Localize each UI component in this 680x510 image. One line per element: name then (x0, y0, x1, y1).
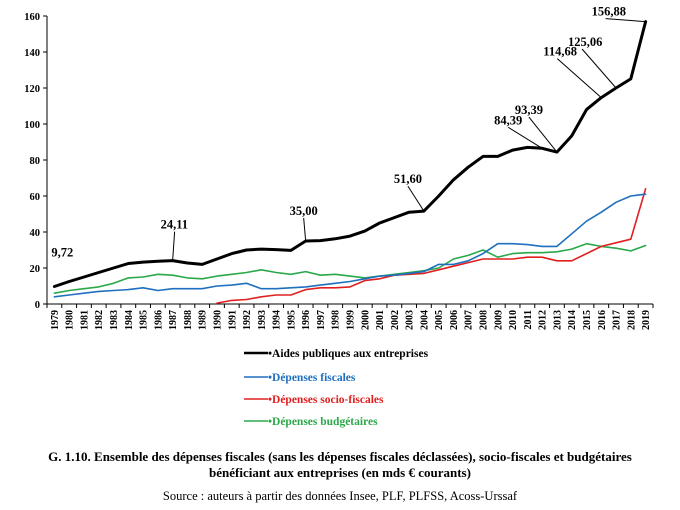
x-tick-label: 1993 (257, 310, 268, 330)
x-tick-label: 1999 (346, 310, 357, 330)
data-label: 114,68 (543, 45, 577, 59)
data-label: 35,00 (290, 204, 318, 218)
caption-line-2: bénéficiant aux entreprises (en mds € co… (209, 465, 471, 480)
x-tick-label: 1992 (242, 310, 253, 330)
x-tick-label: 2007 (464, 310, 475, 330)
y-tick-label: 160 (24, 12, 40, 23)
x-tick-label: 1985 (139, 310, 150, 330)
label-leader (172, 231, 176, 261)
label-leader (303, 217, 307, 242)
x-tick-label: 2000 (360, 310, 371, 330)
x-tick-label: 2011 (523, 310, 534, 329)
y-tick-label: 100 (24, 120, 40, 131)
legend-label: •Aides publiques aux entreprises (268, 348, 429, 360)
data-label: 24,11 (161, 218, 188, 232)
series-lines (52, 20, 648, 304)
x-tick-label: 2016 (597, 310, 608, 330)
series-line-3 (53, 242, 647, 294)
chart: 0 20 40 60 80 100 120 140 160 1979 1980 1981 1982 198… (24, 5, 654, 428)
data-label: 156,88 (592, 5, 626, 19)
label-leader (507, 126, 543, 149)
caption-line-1: G. 1.10. Ensemble des dépenses fiscales … (48, 449, 632, 464)
x-tick-label: 2019 (641, 310, 652, 330)
x-tick-label: 1995 (286, 310, 297, 330)
x-tick-label: 2003 (405, 310, 416, 330)
series-line-2 (216, 188, 647, 304)
x-tick-label: 1981 (79, 310, 90, 330)
legend: •Aides publiques aux entreprises •Dépense… (244, 348, 429, 428)
data-label: 9,72 (51, 246, 73, 260)
y-tick-label: 20 (30, 264, 41, 275)
data-label: 84,39 (494, 113, 522, 127)
legend-label: •Dépenses fiscales (268, 372, 356, 384)
label-leader (605, 18, 646, 23)
x-tick-label: 1989 (198, 310, 209, 330)
chart-caption: G. 1.10. Ensemble des dépenses fiscales … (10, 449, 670, 481)
x-tick-label: 1996 (301, 310, 312, 330)
y-tick-label: 40 (30, 228, 41, 239)
label-leader (407, 185, 425, 212)
y-tick-label: 0 (35, 300, 40, 311)
x-tick-label: 2014 (567, 310, 578, 330)
x-tick-label: 2009 (493, 310, 504, 330)
x-tick-label: 2008 (479, 310, 490, 330)
x-tick-label: 1988 (183, 310, 194, 330)
y-tick-label: 120 (24, 84, 40, 95)
data-label: 51,60 (394, 172, 422, 186)
axes: 0 20 40 60 80 100 120 140 160 1979 1980 1981 1982 198… (24, 12, 654, 330)
y-tick-label: 80 (30, 156, 41, 167)
x-tick-label: 1997 (316, 310, 327, 330)
y-tick-label: 140 (24, 48, 40, 59)
legend-label: •Dépenses budgétaires (268, 416, 378, 428)
y-tick-label: 60 (30, 192, 41, 203)
x-tick-label: 1986 (153, 310, 164, 330)
x-tick-label: 2013 (552, 310, 563, 330)
label-leader (556, 58, 602, 98)
x-tick-label: 1983 (109, 310, 120, 330)
x-tick-label: 2017 (612, 310, 623, 330)
x-tick-label: 2010 (508, 310, 519, 330)
x-tick-label: 2004 (419, 310, 430, 330)
x-tick-label: 2015 (582, 310, 593, 330)
x-tick-label: 2018 (626, 310, 637, 330)
label-leader (581, 48, 617, 89)
chart-source: Source : auteurs à partir des données In… (162, 489, 518, 503)
x-tick-label: 1991 (227, 310, 238, 330)
x-tick-label: 1980 (65, 310, 76, 330)
data-label: 93,39 (515, 103, 543, 117)
x-tick-label: 2006 (449, 310, 460, 330)
data-label: 125,06 (568, 35, 602, 49)
x-tick-label: 1994 (272, 310, 283, 330)
x-tick-label: 2002 (390, 310, 401, 330)
x-tick-label: 1982 (94, 310, 105, 330)
x-tick-label: 2005 (434, 310, 445, 330)
x-tick-label: 1990 (212, 310, 223, 330)
x-tick-label: 2012 (538, 310, 549, 330)
x-tick-label: 2001 (375, 310, 386, 330)
x-tick-label: 1987 (168, 310, 179, 330)
x-tick-label: 1984 (124, 310, 135, 330)
series-line-1 (53, 193, 647, 298)
x-tick-label: 1998 (331, 310, 342, 330)
x-tick-label: 1979 (50, 310, 61, 330)
legend-label: •Dépenses socio-fiscales (268, 394, 384, 406)
label-leader (528, 116, 558, 153)
series-line-0 (52, 20, 648, 288)
